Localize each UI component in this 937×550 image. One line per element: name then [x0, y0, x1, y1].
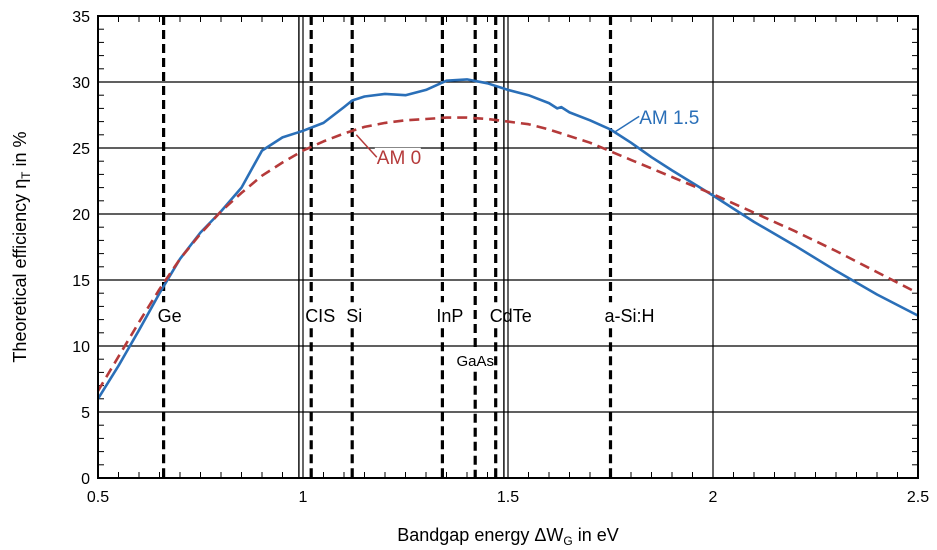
x-tick-label: 2 — [709, 489, 718, 506]
y-axis-label-sub: T — [19, 171, 33, 179]
y-tick-label: 0 — [81, 471, 90, 488]
material-label: a-Si:H — [605, 306, 655, 326]
series-label-bg — [637, 108, 705, 131]
plot-frame — [97, 15, 919, 479]
y-tick-label: 30 — [72, 75, 90, 92]
series-label: AM 1.5 — [639, 108, 699, 129]
x-axis-label-sub: G — [563, 534, 572, 548]
x-tick-label: 1.5 — [497, 489, 519, 506]
y-tick-label: 5 — [81, 405, 90, 422]
material-label: InP — [436, 306, 463, 326]
material-label: GaAs — [456, 353, 494, 370]
material-label: Ge — [158, 306, 182, 326]
series-line-am-0 — [96, 116, 919, 392]
series-lines — [96, 78, 919, 400]
series-pointer — [614, 115, 640, 133]
x-tick-label: 0.5 — [87, 489, 109, 506]
series-line-am-1-5 — [96, 78, 919, 400]
x-tick-label: 2.5 — [907, 489, 929, 506]
y-axis-label: Theoretical efficiency ηT in % — [10, 131, 33, 362]
x-axis-label-suffix: in eV — [573, 525, 619, 545]
y-axis-label-main: Theoretical efficiency η — [10, 179, 30, 363]
material-label: CIS — [305, 306, 335, 326]
series-label: AM 0 — [377, 148, 421, 169]
y-tick-labels: 0 5 10 15 20 25 30 35 — [72, 9, 90, 488]
solid-markers — [298, 16, 505, 478]
material-labels: Ge CIS Si InP GaAs CdTe a-Si:H — [158, 306, 655, 370]
x-tick-label: 1 — [299, 489, 308, 506]
material-lines — [162, 16, 613, 478]
series-label-bg — [374, 147, 421, 170]
x-tick-labels: 0.5 1 1.5 2 2.5 — [87, 489, 929, 506]
series-pointer — [355, 134, 378, 158]
material-label: CdTe — [490, 306, 532, 326]
x-axis-label-main: Bandgap energy ΔW — [397, 525, 563, 545]
y-tick-label: 25 — [72, 141, 90, 158]
x-axis-label: Bandgap energy ΔWG in eV — [397, 525, 619, 548]
series-labels: AM 1.5 AM 0 — [355, 108, 705, 170]
y-tick-label: 20 — [72, 207, 90, 224]
material-label: Si — [346, 306, 362, 326]
y-axis-label-suffix: in % — [10, 131, 30, 171]
y-tick-label: 10 — [72, 339, 90, 356]
y-tick-label: 35 — [72, 9, 90, 26]
y-tick-label: 15 — [72, 273, 90, 290]
